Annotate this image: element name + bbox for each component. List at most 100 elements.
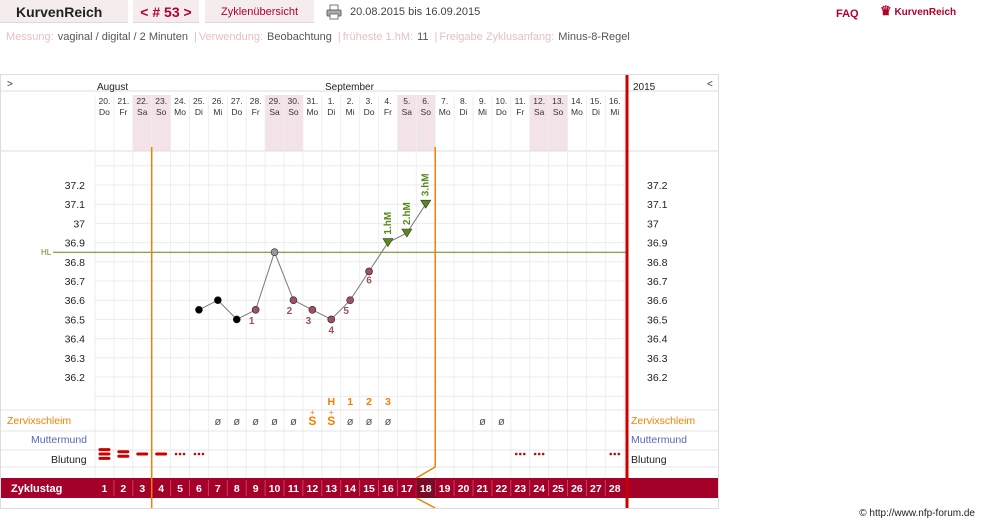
- cycle-bar-label: Zyklustag: [11, 483, 62, 495]
- cycle-nav[interactable]: < # 53 >: [133, 0, 199, 23]
- day-date: 11.: [515, 96, 526, 106]
- y-tick-left: 37.1: [65, 199, 86, 211]
- day-name: Mi: [213, 107, 222, 117]
- day-date: 8.: [460, 96, 467, 106]
- day-name: Do: [231, 107, 242, 117]
- cycle-day-number: 27: [590, 483, 602, 495]
- spotting-dot: [537, 452, 541, 456]
- bleeding-mark: [155, 452, 168, 456]
- month-label: August: [97, 82, 128, 93]
- temperature-point: [232, 315, 241, 324]
- day-name: So: [421, 107, 432, 117]
- app-logo[interactable]: KurvenReich: [0, 0, 128, 23]
- cycle-day-number: 11: [288, 483, 299, 495]
- day-name: Sa: [534, 107, 545, 117]
- spotting-dot: [617, 452, 621, 456]
- day-date: 25.: [193, 96, 205, 106]
- weekend-shade: [265, 95, 284, 151]
- meta-label: früheste 1.hM:: [342, 31, 414, 43]
- day-name: So: [553, 107, 564, 117]
- day-date: 14.: [571, 96, 583, 106]
- cycle-day-number: 8: [234, 483, 240, 495]
- day-date: 21.: [117, 96, 129, 106]
- day-name: So: [156, 107, 167, 117]
- temperature-point: [214, 296, 222, 304]
- bleeding-mark: [117, 454, 130, 458]
- cervix-peak-label: H: [327, 396, 335, 408]
- weekend-shade: [548, 95, 568, 151]
- cycle-day-number: 13: [325, 483, 337, 495]
- crown-icon: ♛: [880, 3, 892, 18]
- temperature-point-number: 3: [306, 316, 312, 327]
- cycle-day-number: 9: [253, 483, 259, 495]
- day-name: Fr: [516, 107, 524, 117]
- cervix-symbol: ø: [214, 416, 221, 428]
- cycle-chart: > < August September 2015 20. Do 21. Fr 22. Sa 23. S…: [0, 74, 719, 509]
- cycle-day-number: 1: [102, 483, 108, 495]
- y-tick-left: 37.2: [65, 180, 86, 192]
- y-tick-left: 36.8: [65, 257, 86, 269]
- y-tick-right: 37.2: [647, 180, 668, 192]
- day-date: 26.: [212, 96, 224, 106]
- cycle-day-number: 14: [344, 483, 356, 495]
- brand-logo[interactable]: ♛ KurvenReich: [880, 3, 957, 18]
- bleeding-mark: [98, 452, 111, 456]
- day-name: Mo: [571, 107, 583, 117]
- temperature-point-number: 2: [287, 306, 293, 317]
- copyright: © http://www.nfp-forum.de: [859, 508, 975, 519]
- day-date: 24.: [174, 96, 186, 106]
- day-name: Mi: [478, 107, 487, 117]
- faq-link[interactable]: FAQ: [836, 8, 859, 20]
- day-date: 29.: [269, 96, 281, 106]
- day-name: Mi: [610, 107, 619, 117]
- hm-label: 3.hM: [421, 173, 432, 196]
- cycle-day-highlight: [416, 478, 436, 498]
- cervix-peak-label: 1: [347, 396, 353, 408]
- cycle-day-number: 21: [477, 483, 489, 495]
- printer-icon[interactable]: [326, 4, 342, 20]
- day-name: Mi: [346, 107, 355, 117]
- spotting-dot: [182, 452, 186, 456]
- temperature-point: [346, 296, 354, 304]
- temperature-point-number: 5: [343, 306, 349, 317]
- temperature-point-number: 6: [366, 275, 372, 286]
- blood-row-label: Blutung: [631, 454, 667, 466]
- spotting-dot: [178, 452, 182, 456]
- day-date: 13.: [552, 96, 564, 106]
- cycle-day-number: 10: [269, 483, 281, 495]
- day-name: Sa: [269, 107, 280, 117]
- day-date: 22.: [136, 96, 148, 106]
- y-tick-right: 36.6: [647, 295, 668, 307]
- weekend-shade: [132, 95, 152, 151]
- cycle-overview-tab[interactable]: Zyklenübersicht: [205, 0, 314, 23]
- temperature-point-number: 4: [328, 325, 334, 336]
- cervix-symbol: ø: [252, 416, 259, 428]
- cycle-day-number: 17: [401, 483, 413, 495]
- y-tick-left: 36.5: [65, 314, 86, 326]
- meta-separator: |: [434, 31, 438, 43]
- coverline-label: HL: [41, 248, 52, 257]
- spotting-dot: [518, 452, 522, 456]
- y-tick-right: 36.2: [647, 372, 668, 384]
- header-bar: KurvenReich < # 53 > Zyklenübersicht 20.…: [0, 0, 981, 24]
- date-range: 20.08.2015 bis 16.09.2015: [350, 6, 481, 18]
- day-name: Fr: [252, 107, 260, 117]
- bleeding-mark: [98, 456, 111, 460]
- cycle-day-number: 20: [458, 483, 470, 495]
- day-date: 7.: [441, 96, 448, 106]
- temperature-point-hm: [401, 228, 413, 238]
- expand-right-icon: <: [707, 79, 713, 90]
- y-tick-right: 36.5: [647, 314, 668, 326]
- meta-value: vaginal / digital / 2 Minuten: [57, 31, 188, 43]
- spotting-dot: [514, 452, 518, 456]
- day-date: 30.: [288, 96, 300, 106]
- meta-label: Messung:: [6, 31, 54, 43]
- cervix-symbol: ø: [479, 416, 486, 428]
- spotting-dot: [174, 452, 178, 456]
- cervix-peak-label: 2: [366, 396, 372, 408]
- hm-label: 1.hM: [383, 212, 394, 235]
- cycle-day-number: 5: [177, 483, 183, 495]
- temperature-point: [365, 267, 373, 276]
- cervix-symbol: S: [327, 414, 335, 428]
- infertile-phase-marker: [415, 497, 436, 509]
